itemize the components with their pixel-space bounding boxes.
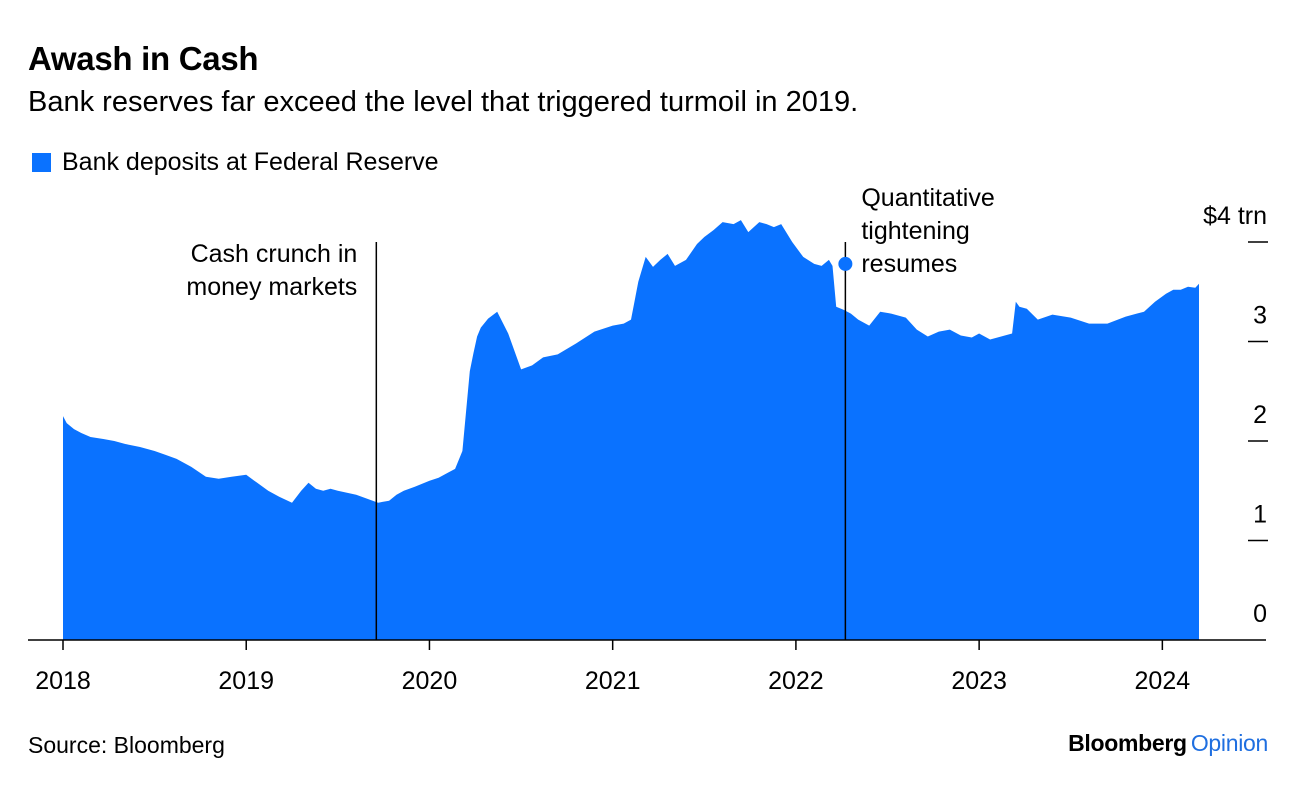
y-tick-label: $4 trn — [1203, 202, 1267, 230]
legend-swatch — [32, 153, 51, 172]
x-tick-label: 2019 — [218, 667, 274, 695]
legend-label: Bank deposits at Federal Reserve — [62, 148, 439, 176]
brand-logo: Bloomberg Opinion — [1068, 730, 1268, 757]
cash-crunch-annotation-line1: Cash crunch in — [191, 240, 358, 268]
y-tick-label: 0 — [1253, 600, 1267, 628]
legend: Bank deposits at Federal Reserve — [32, 148, 439, 177]
source-note: Source: Bloomberg — [28, 732, 225, 758]
brand-name: Bloomberg — [1068, 730, 1187, 756]
qt-marker-dot — [838, 256, 853, 271]
x-tick-label: 2022 — [768, 667, 824, 695]
qt-annotation-line3: resumes — [861, 250, 957, 278]
y-tick-label: 1 — [1253, 501, 1267, 529]
chart-title: Awash in Cash — [28, 40, 259, 77]
qt-annotation-line1: Quantitative — [861, 184, 994, 212]
x-tick-label: 2021 — [585, 667, 641, 695]
y-tick-label: 2 — [1253, 401, 1267, 429]
x-tick-label: 2023 — [951, 667, 1007, 695]
series-area — [63, 220, 1199, 640]
x-tick-label: 2024 — [1135, 667, 1191, 695]
chart-subtitle: Bank reserves far exceed the level that … — [28, 86, 859, 118]
cash-crunch-annotation-line2: money markets — [186, 273, 357, 301]
x-tick-label: 2018 — [35, 667, 91, 695]
brand-section: Opinion — [1190, 730, 1268, 756]
y-tick-label: 3 — [1253, 302, 1267, 330]
x-tick-label: 2020 — [402, 667, 458, 695]
qt-annotation-line2: tightening — [861, 217, 969, 245]
